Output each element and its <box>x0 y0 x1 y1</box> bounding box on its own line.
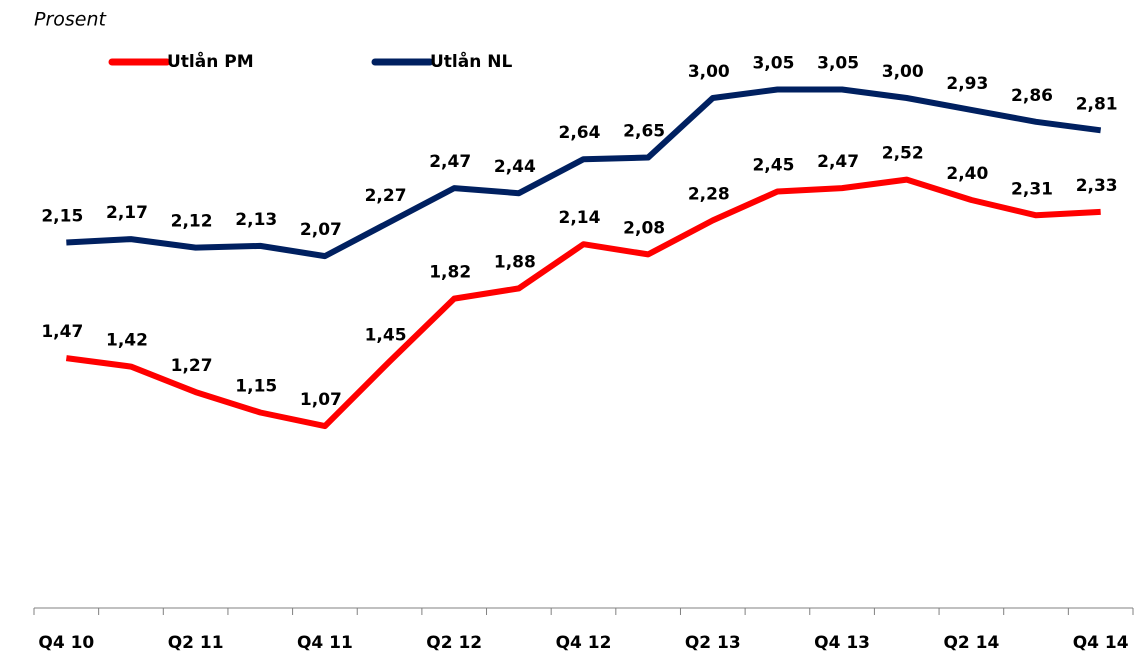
x-tick-label: Q4 13 <box>814 633 870 653</box>
series-line <box>66 86 1102 260</box>
data-label: 2,45 <box>752 156 794 176</box>
data-label: 1,42 <box>106 331 148 351</box>
data-label: 2,47 <box>429 152 471 172</box>
data-label: 2,14 <box>559 208 601 228</box>
axis-title: Prosent <box>34 9 108 31</box>
data-label: 2,15 <box>41 207 83 227</box>
series-line <box>65 176 1101 430</box>
data-label: 2,64 <box>559 123 601 143</box>
data-label: 1,27 <box>171 356 213 376</box>
x-tick-label: Q2 14 <box>943 633 999 653</box>
x-tick-label: Q2 13 <box>685 633 741 653</box>
data-label: 2,31 <box>1011 179 1053 199</box>
data-label: 1,15 <box>235 377 277 397</box>
data-label: 2,07 <box>300 220 342 240</box>
x-tick-label: Q4 12 <box>556 633 612 653</box>
data-label: 2,81 <box>1076 94 1118 114</box>
data-label: 2,08 <box>623 218 665 238</box>
data-label: 2,86 <box>1011 86 1053 106</box>
data-label: 2,13 <box>235 210 277 230</box>
data-label: 2,27 <box>365 186 407 206</box>
x-tick-label: Q2 11 <box>168 633 224 653</box>
legend-label: Utlån NL <box>430 50 512 72</box>
data-label: 2,65 <box>623 122 665 142</box>
data-label: 2,12 <box>171 212 213 232</box>
data-label: 1,07 <box>300 390 342 410</box>
x-tick-label: Q4 11 <box>297 633 353 653</box>
data-label: 2,17 <box>106 203 148 223</box>
data-label: 3,00 <box>688 62 730 82</box>
x-tick-label: Q4 10 <box>38 633 94 653</box>
data-label: 1,45 <box>365 326 407 346</box>
data-label: 2,28 <box>688 184 730 204</box>
data-label: 3,05 <box>752 54 794 74</box>
x-tick-label: Q4 14 <box>1073 633 1129 653</box>
legend-label: Utlån PM <box>167 50 254 72</box>
data-label: 2,44 <box>494 157 536 177</box>
data-label: 1,82 <box>429 263 471 283</box>
data-label: 3,05 <box>817 54 859 74</box>
data-label: 2,40 <box>946 164 988 184</box>
data-label: 3,00 <box>882 62 924 82</box>
x-tick-label: Q2 12 <box>426 633 482 653</box>
data-label: 2,93 <box>946 74 988 94</box>
data-label: 2,52 <box>882 144 924 164</box>
data-label: 2,33 <box>1076 176 1118 196</box>
data-label: 1,47 <box>41 322 83 342</box>
data-label: 2,47 <box>817 152 859 172</box>
data-label: 1,88 <box>494 252 536 272</box>
